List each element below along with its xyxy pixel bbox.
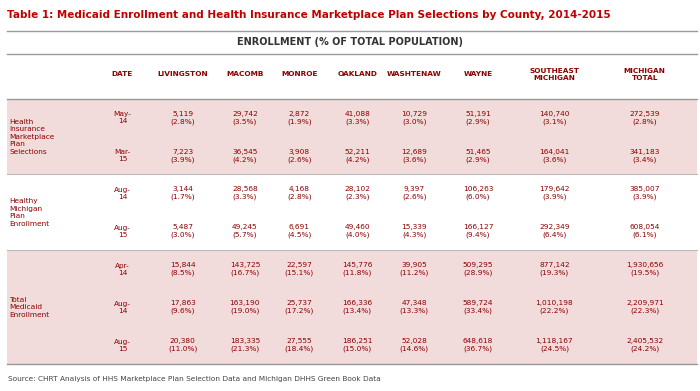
Text: Aug-
15: Aug- 15 xyxy=(114,339,131,352)
Text: Health
Insurance
Marketplace
Plan
Selections: Health Insurance Marketplace Plan Select… xyxy=(9,118,55,154)
Text: 648,618
(36.7%): 648,618 (36.7%) xyxy=(463,339,493,352)
Text: 28,102
(2.3%): 28,102 (2.3%) xyxy=(344,187,370,201)
Text: 166,336
(13.4%): 166,336 (13.4%) xyxy=(342,300,372,314)
Text: 179,642
(3.9%): 179,642 (3.9%) xyxy=(539,187,570,201)
Text: MICHIGAN
TOTAL: MICHIGAN TOTAL xyxy=(624,68,666,81)
Text: 4,168
(2.8%): 4,168 (2.8%) xyxy=(287,187,312,201)
Text: Source: CHRT Analysis of HHS Marketplace Plan Selection Data and Michigan DHHS G: Source: CHRT Analysis of HHS Marketplace… xyxy=(8,377,381,382)
Text: Healthy
Michigan
Plan
Enrollment: Healthy Michigan Plan Enrollment xyxy=(9,198,49,227)
Text: WAYNE: WAYNE xyxy=(463,71,493,77)
Text: DATE: DATE xyxy=(112,71,133,77)
Text: 589,724
(33.4%): 589,724 (33.4%) xyxy=(463,300,494,314)
Text: 36,545
(4.2%): 36,545 (4.2%) xyxy=(232,149,258,163)
Text: 183,335
(21.3%): 183,335 (21.3%) xyxy=(230,339,260,352)
Text: 49,460
(4.0%): 49,460 (4.0%) xyxy=(344,224,370,239)
Text: 164,041
(3.6%): 164,041 (3.6%) xyxy=(539,149,570,163)
Text: OAKLAND: OAKLAND xyxy=(337,71,377,77)
Text: 5,487
(3.0%): 5,487 (3.0%) xyxy=(171,224,195,239)
Text: 5,119
(2.8%): 5,119 (2.8%) xyxy=(171,111,195,124)
Text: 3,908
(2.6%): 3,908 (2.6%) xyxy=(287,149,312,163)
Text: ENROLLMENT (% OF TOTAL POPULATION): ENROLLMENT (% OF TOTAL POPULATION) xyxy=(237,37,463,47)
Text: 143,725
(16.7%): 143,725 (16.7%) xyxy=(230,262,260,276)
Text: 52,028
(14.6%): 52,028 (14.6%) xyxy=(400,339,428,352)
Text: 106,263
(6.0%): 106,263 (6.0%) xyxy=(463,187,493,201)
Text: 3,144
(1.7%): 3,144 (1.7%) xyxy=(171,187,195,201)
Text: 28,568
(3.3%): 28,568 (3.3%) xyxy=(232,187,258,201)
Text: 1,118,167
(24.5%): 1,118,167 (24.5%) xyxy=(536,339,573,352)
Text: MACOMB: MACOMB xyxy=(226,71,264,77)
Text: 51,191
(2.9%): 51,191 (2.9%) xyxy=(465,111,491,124)
Text: 7,223
(3.9%): 7,223 (3.9%) xyxy=(171,149,195,163)
Bar xyxy=(7,251,696,364)
Text: 509,295
(28.9%): 509,295 (28.9%) xyxy=(463,262,494,276)
Text: 47,348
(13.3%): 47,348 (13.3%) xyxy=(400,300,428,314)
Text: 12,689
(3.6%): 12,689 (3.6%) xyxy=(401,149,427,163)
Text: Total
Medicaid
Enrollment: Total Medicaid Enrollment xyxy=(9,297,49,318)
Text: 20,380
(11.0%): 20,380 (11.0%) xyxy=(168,339,197,352)
Text: 163,190
(19.0%): 163,190 (19.0%) xyxy=(230,300,260,314)
Text: May-
14: May- 14 xyxy=(113,111,132,124)
Text: 39,905
(11.2%): 39,905 (11.2%) xyxy=(400,262,429,276)
Text: 292,349
(6.4%): 292,349 (6.4%) xyxy=(539,224,570,239)
Text: Apr-
14: Apr- 14 xyxy=(115,263,130,276)
Text: Aug-
14: Aug- 14 xyxy=(114,301,131,314)
Text: 15,844
(8.5%): 15,844 (8.5%) xyxy=(170,262,195,276)
Text: 2,209,971
(22.3%): 2,209,971 (22.3%) xyxy=(626,300,664,314)
Text: 49,245
(5.7%): 49,245 (5.7%) xyxy=(232,224,258,239)
Text: 186,251
(15.0%): 186,251 (15.0%) xyxy=(342,339,372,352)
Text: 41,088
(3.3%): 41,088 (3.3%) xyxy=(344,111,370,124)
Text: 1,010,198
(22.2%): 1,010,198 (22.2%) xyxy=(536,300,573,314)
Text: 51,465
(2.9%): 51,465 (2.9%) xyxy=(466,149,491,163)
Text: 341,183
(3.4%): 341,183 (3.4%) xyxy=(629,149,660,163)
Text: WASHTENAW: WASHTENAW xyxy=(387,71,442,77)
Text: 15,339
(4.3%): 15,339 (4.3%) xyxy=(401,224,427,239)
Text: Aug-
15: Aug- 15 xyxy=(114,225,131,238)
Text: 25,737
(17.2%): 25,737 (17.2%) xyxy=(285,300,314,314)
Text: Aug-
14: Aug- 14 xyxy=(114,187,131,200)
Text: 27,555
(18.4%): 27,555 (18.4%) xyxy=(285,339,314,352)
Text: 166,127
(9.4%): 166,127 (9.4%) xyxy=(463,224,494,239)
Bar xyxy=(7,99,696,174)
Text: 22,597
(15.1%): 22,597 (15.1%) xyxy=(285,262,314,276)
Text: 29,742
(3.5%): 29,742 (3.5%) xyxy=(232,111,258,124)
Text: 17,863
(9.6%): 17,863 (9.6%) xyxy=(170,300,196,314)
Bar xyxy=(7,174,696,251)
Text: 272,539
(2.8%): 272,539 (2.8%) xyxy=(629,111,660,124)
Text: LIVINGSTON: LIVINGSTON xyxy=(158,71,208,77)
Text: 140,740
(3.1%): 140,740 (3.1%) xyxy=(539,111,570,124)
Text: Table 1: Medicaid Enrollment and Health Insurance Marketplace Plan Selections by: Table 1: Medicaid Enrollment and Health … xyxy=(7,10,610,20)
Text: SOUTHEAST
MICHIGAN: SOUTHEAST MICHIGAN xyxy=(529,68,580,81)
Text: 52,211
(4.2%): 52,211 (4.2%) xyxy=(344,149,370,163)
Text: MONROE: MONROE xyxy=(281,71,318,77)
Text: 6,691
(4.5%): 6,691 (4.5%) xyxy=(287,224,312,239)
Text: 2,872
(1.9%): 2,872 (1.9%) xyxy=(287,111,312,124)
Text: 385,007
(3.9%): 385,007 (3.9%) xyxy=(629,187,660,201)
Text: 877,142
(19.3%): 877,142 (19.3%) xyxy=(539,262,570,276)
Text: 608,054
(6.1%): 608,054 (6.1%) xyxy=(629,224,660,239)
Text: 1,930,656
(19.5%): 1,930,656 (19.5%) xyxy=(626,262,664,276)
Text: 2,405,532
(24.2%): 2,405,532 (24.2%) xyxy=(626,339,664,352)
Text: 9,397
(2.6%): 9,397 (2.6%) xyxy=(402,187,426,201)
Text: Mar-
15: Mar- 15 xyxy=(114,149,131,162)
Text: 145,776
(11.8%): 145,776 (11.8%) xyxy=(342,262,372,276)
Text: 10,729
(3.0%): 10,729 (3.0%) xyxy=(401,111,427,124)
